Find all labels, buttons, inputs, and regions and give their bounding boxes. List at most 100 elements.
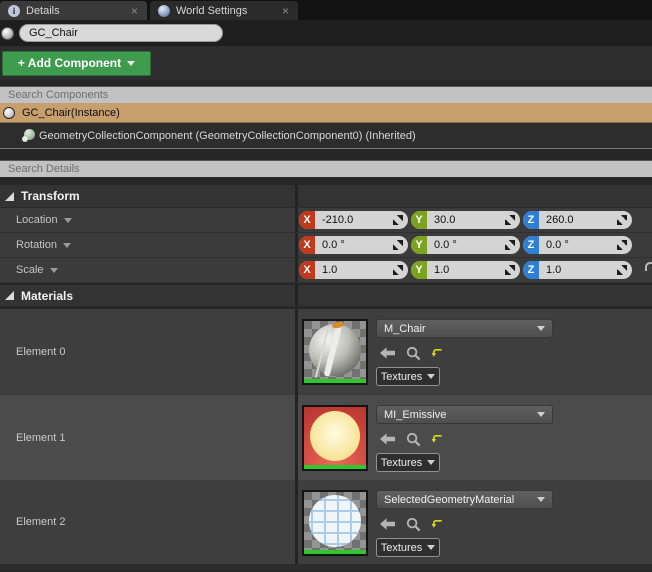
axis-x-badge: X (299, 236, 315, 254)
textures-dropdown-button[interactable]: Textures (376, 538, 440, 557)
rotation-y-field[interactable]: Y 0.0 ° (411, 236, 520, 254)
actor-name-input[interactable] (19, 24, 223, 42)
browse-to-asset-button[interactable] (406, 346, 421, 361)
transform-rotation-row: Rotation X 0.0 ° Y 0.0 ° Z 0.0 ° (0, 233, 652, 258)
use-selected-asset-button[interactable] (380, 433, 395, 445)
material-element-1-row: Element 1 MI_Emissive (0, 395, 652, 480)
expand-triangle-icon (5, 291, 14, 300)
chevron-down-icon[interactable] (49, 267, 58, 273)
material-thumbnail-wireframe[interactable] (302, 490, 368, 556)
material-sphere-preview (309, 495, 361, 547)
chevron-down-icon[interactable] (62, 242, 71, 248)
axis-y-badge: Y (411, 261, 427, 279)
material-element-2-row: Element 2 SelectedGeometryMaterial (0, 480, 652, 564)
scale-x-field[interactable]: X 1.0 (299, 261, 408, 279)
arrow-left-icon (380, 347, 395, 359)
textures-dropdown-button[interactable]: Textures (376, 453, 440, 472)
scale-lock-icon[interactable] (645, 262, 652, 271)
drag-spinner-icon[interactable] (617, 215, 627, 225)
browse-to-asset-button[interactable] (406, 432, 421, 447)
actor-sphere-icon (1, 26, 14, 40)
reset-arrow-icon (432, 519, 442, 528)
drag-spinner-icon[interactable] (505, 215, 515, 225)
tab-world-settings[interactable]: World Settings × (150, 1, 298, 20)
component-tree-root-row[interactable]: GC_Chair(Instance) (0, 103, 652, 123)
use-selected-asset-button[interactable] (380, 518, 395, 530)
reset-to-default-button[interactable] (432, 519, 443, 530)
element-0-label: Element 0 (16, 346, 66, 358)
add-component-row: + Add Component (0, 46, 652, 80)
textures-label: Textures (380, 456, 423, 469)
tab-bar: i Details × World Settings × (0, 0, 652, 20)
chevron-down-icon (127, 60, 136, 66)
rotation-z-field[interactable]: Z 0.0 ° (523, 236, 632, 254)
location-y-field[interactable]: Y 30.0 (411, 211, 520, 229)
drag-spinner-icon[interactable] (393, 215, 403, 225)
tab-details-label: Details (26, 4, 60, 17)
browse-to-asset-button[interactable] (406, 517, 421, 532)
reset-to-default-button[interactable] (432, 348, 443, 359)
tab-details[interactable]: i Details × (0, 1, 147, 20)
scale-y-value[interactable]: 1.0 (434, 264, 450, 276)
material-thumbnail-emissive[interactable] (302, 405, 368, 471)
component-tree-child-row[interactable]: GeometryCollectionComponent (GeometryCol… (0, 123, 652, 149)
material-name: M_Chair (384, 322, 426, 335)
close-icon[interactable]: × (281, 3, 289, 18)
location-x-field[interactable]: X -210.0 (299, 211, 408, 229)
search-components-input[interactable] (0, 86, 652, 103)
add-component-button[interactable]: + Add Component (2, 50, 151, 76)
axis-z-badge: Z (523, 236, 539, 254)
drag-spinner-icon[interactable] (505, 240, 515, 250)
scale-z-value[interactable]: 1.0 (546, 264, 562, 276)
axis-y-badge: Y (411, 236, 427, 254)
rotation-z-value[interactable]: 0.0 ° (546, 239, 569, 251)
chevron-down-icon (537, 326, 545, 331)
scale-z-field[interactable]: Z 1.0 (523, 261, 632, 279)
chevron-down-icon[interactable] (63, 217, 72, 223)
drag-spinner-icon[interactable] (393, 265, 403, 275)
asset-color-bar (304, 550, 366, 554)
drag-spinner-icon[interactable] (617, 265, 627, 275)
material-thumbnail-chair[interactable] (302, 319, 368, 385)
location-y-value[interactable]: 30.0 (434, 214, 456, 226)
drag-spinner-icon[interactable] (617, 240, 627, 250)
location-x-value[interactable]: -210.0 (322, 214, 354, 226)
drag-spinner-icon[interactable] (505, 265, 515, 275)
material-select-element-2[interactable]: SelectedGeometryMaterial (376, 490, 553, 509)
textures-dropdown-button[interactable]: Textures (376, 367, 440, 386)
materials-section-title: Materials (21, 288, 74, 303)
magnifier-icon (406, 346, 421, 360)
scale-x-value[interactable]: 1.0 (322, 264, 338, 276)
textures-label: Textures (380, 541, 423, 554)
geometry-collection-icon (22, 129, 35, 142)
panel-bottom-strip (0, 564, 652, 571)
rotation-label: Rotation (16, 239, 57, 251)
axis-z-badge: Z (523, 261, 539, 279)
expand-triangle-icon (5, 191, 14, 201)
materials-section-header[interactable]: Materials (0, 285, 652, 307)
material-select-element-1[interactable]: MI_Emissive (376, 405, 553, 424)
close-icon[interactable]: × (130, 3, 138, 18)
rotation-x-field[interactable]: X 0.0 ° (299, 236, 408, 254)
asset-color-bar (304, 379, 366, 383)
location-z-field[interactable]: Z 260.0 (523, 211, 632, 229)
drag-spinner-icon[interactable] (393, 240, 403, 250)
actor-name-row (0, 20, 652, 46)
transform-section-header[interactable]: Transform (0, 185, 652, 208)
chevron-down-icon (427, 374, 436, 379)
asset-color-bar (304, 465, 366, 469)
reset-to-default-button[interactable] (432, 434, 443, 445)
material-select-element-0[interactable]: M_Chair (376, 319, 553, 338)
search-details-input[interactable] (0, 160, 652, 177)
location-label: Location (16, 214, 58, 226)
rotation-y-value[interactable]: 0.0 ° (434, 239, 457, 251)
magnifier-icon (406, 432, 421, 446)
arrow-left-icon (380, 433, 395, 445)
component-tree-child-label: GeometryCollectionComponent (GeometryCol… (39, 129, 416, 142)
rotation-x-value[interactable]: 0.0 ° (322, 239, 345, 251)
transform-scale-row: Scale X 1.0 Y 1.0 Z 1.0 (0, 258, 652, 283)
scale-y-field[interactable]: Y 1.0 (411, 261, 520, 279)
use-selected-asset-button[interactable] (380, 347, 395, 359)
tab-world-settings-label: World Settings (176, 4, 248, 17)
location-z-value[interactable]: 260.0 (546, 214, 574, 226)
